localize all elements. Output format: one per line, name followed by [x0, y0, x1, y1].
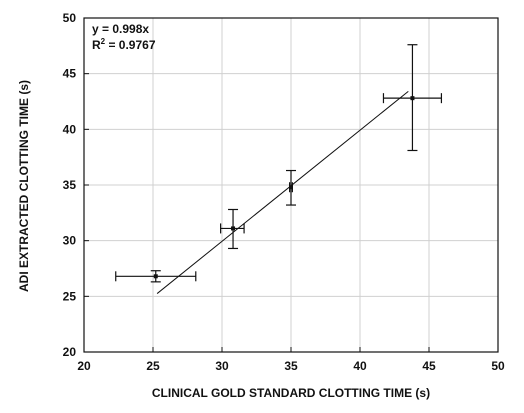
r-squared-label: R2 = 0.9767	[92, 37, 156, 52]
axis-layer	[83, 17, 499, 353]
x-tick-label: 20	[77, 359, 91, 373]
x-tick-label: 50	[491, 359, 505, 373]
x-tick-label: 25	[146, 359, 160, 373]
fit-layer	[156, 90, 409, 294]
data-point-group	[286, 169, 296, 206]
r-squared-superscript: 2	[101, 37, 106, 46]
y-tick-label: 40	[63, 122, 77, 136]
data-point	[410, 96, 415, 101]
y-tick-label: 30	[63, 234, 77, 248]
labels-layer: 20 25 30 35 40 45 50 20 25 30 35 40 45 50	[63, 11, 505, 373]
grid-layer	[84, 18, 498, 352]
data-point	[231, 226, 236, 231]
data-point	[289, 185, 293, 190]
x-tick-label: 45	[422, 359, 436, 373]
data-point	[153, 274, 158, 279]
fit-equation: y = 0.998x	[92, 22, 149, 36]
y-tick-label: 45	[63, 67, 77, 81]
data-point-group	[382, 44, 443, 152]
y-tick-label: 50	[63, 11, 77, 25]
y-tick-label: 35	[63, 178, 77, 192]
x-tick-label: 30	[215, 359, 229, 373]
y-tick-label: 20	[63, 345, 77, 359]
y-axis-title: ADI EXTRACTED CLOTTING TIME (s)	[17, 80, 31, 292]
points-layer	[115, 44, 443, 283]
r-squared-value: = 0.9767	[105, 38, 156, 52]
x-tick-label: 40	[353, 359, 367, 373]
x-tick-label: 35	[284, 359, 298, 373]
y-tick-label: 25	[63, 289, 77, 303]
x-axis-title: CLINICAL GOLD STANDARD CLOTTING TIME (s)	[152, 386, 430, 400]
data-point-group	[115, 270, 197, 283]
data-point-group	[220, 208, 245, 250]
fit-line	[156, 90, 409, 294]
r-squared-prefix: R	[92, 38, 101, 52]
